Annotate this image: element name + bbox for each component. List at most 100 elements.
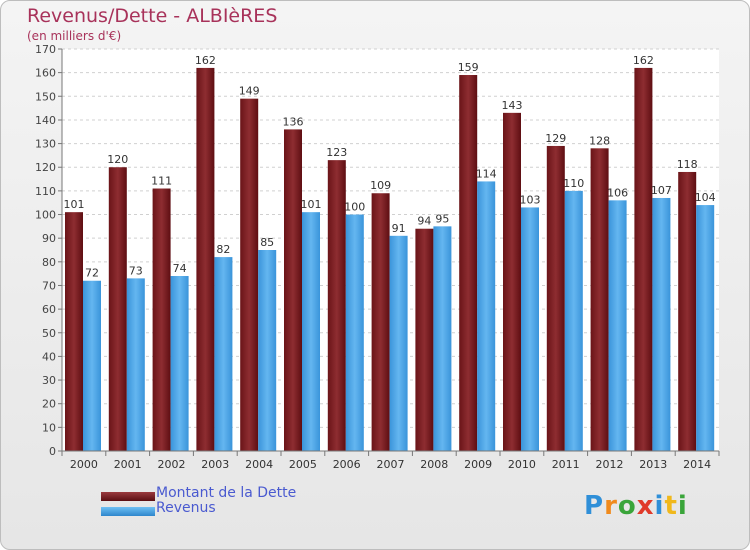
data-label-revenus: 101 <box>301 198 322 211</box>
y-tick-label: 110 <box>35 185 56 198</box>
x-tick-label: 2006 <box>333 458 361 471</box>
data-label-revenus: 91 <box>392 222 406 235</box>
x-tick-label: 2003 <box>201 458 229 471</box>
legend-label-revenus: Revenus <box>156 500 216 516</box>
data-label-revenus: 107 <box>651 184 672 197</box>
bar-revenus <box>696 205 715 451</box>
x-tick-label: 2014 <box>683 458 711 471</box>
logo-letter: i <box>677 491 688 521</box>
bar-dette <box>284 129 302 451</box>
y-tick-label: 170 <box>35 43 56 56</box>
data-label-revenus: 104 <box>695 191 716 204</box>
bar-dette <box>459 75 478 451</box>
bar-dette <box>503 112 521 452</box>
y-tick-label: 40 <box>42 350 56 363</box>
data-label-dette: 143 <box>502 99 523 112</box>
legend-label-dette: Montant de la Dette <box>156 485 297 501</box>
y-tick-label: 70 <box>42 279 56 292</box>
data-label-dette: 162 <box>633 54 654 67</box>
bar-dette <box>152 188 171 452</box>
logo-letter: r <box>604 491 618 521</box>
bar-revenus <box>521 207 539 451</box>
data-label-dette: 159 <box>458 61 479 74</box>
x-tick-label: 2013 <box>639 458 667 471</box>
x-tick-label: 2011 <box>552 458 580 471</box>
data-label-revenus: 103 <box>520 193 541 206</box>
data-label-revenus: 100 <box>344 201 365 214</box>
data-label-dette: 120 <box>107 153 128 166</box>
y-tick-label: 140 <box>35 114 56 127</box>
bar-dette <box>634 67 653 451</box>
bar-dette <box>590 148 609 452</box>
bar-revenus <box>652 197 671 451</box>
data-label-revenus: 106 <box>607 186 628 199</box>
y-tick-label: 130 <box>35 138 56 151</box>
y-tick-label: 50 <box>42 327 56 340</box>
x-axis: 2000 2001 2002 2003 2004 2005 2006 2007 2008 2009… <box>61 450 720 471</box>
chart-title: Revenus/Dette - ALBIèRES <box>27 5 278 27</box>
y-axis: 0 10 20 30 40 50 60 70 80 90 100 110 120 130 140 150 160… <box>35 43 63 458</box>
data-label-dette: 111 <box>151 175 172 188</box>
data-label-dette: 94 <box>417 215 431 228</box>
bar-dette <box>371 193 390 451</box>
data-label-revenus: 72 <box>85 267 99 280</box>
data-label-revenus: 95 <box>435 212 449 225</box>
logo-letter: i <box>654 491 665 521</box>
data-label-dette: 118 <box>677 158 698 171</box>
chart-subtitle: (en milliers d'€) <box>27 29 122 43</box>
y-tick-label: 30 <box>42 374 56 387</box>
y-tick-label: 100 <box>35 209 56 222</box>
bar-revenus <box>302 212 320 451</box>
data-label-dette: 128 <box>589 134 610 147</box>
data-label-dette: 162 <box>195 54 216 67</box>
logo-letter: x <box>636 491 655 521</box>
legend-swatch-dette <box>101 492 155 501</box>
data-label-revenus: 85 <box>260 236 274 249</box>
bar-dette <box>65 212 83 451</box>
y-tick-label: 80 <box>42 256 56 269</box>
bar-dette <box>196 67 215 451</box>
x-tick-label: 2007 <box>377 458 405 471</box>
logo-letter: P <box>584 491 605 521</box>
data-label-revenus: 82 <box>216 243 230 256</box>
bar-revenus <box>389 235 408 451</box>
data-label-dette: 149 <box>239 85 260 98</box>
y-tick-label: 120 <box>35 161 56 174</box>
data-label-dette: 101 <box>64 198 85 211</box>
bar-dette <box>240 98 259 452</box>
bar-dette <box>327 160 346 451</box>
legend-swatch-revenus <box>101 507 155 516</box>
bar-revenus <box>126 278 145 451</box>
bar-dette <box>415 228 434 451</box>
x-tick-label: 2001 <box>114 458 142 471</box>
bar-revenus <box>170 276 189 451</box>
data-label-revenus: 114 <box>476 167 497 180</box>
x-tick-label: 2008 <box>420 458 448 471</box>
x-tick-label: 2004 <box>245 458 273 471</box>
bar-revenus <box>477 181 496 451</box>
logo-letter: o <box>617 491 637 521</box>
data-label-dette: 136 <box>283 115 304 128</box>
bars: 101 72 120 73 111 74 162 82 149 85 136 101 123 100 109… <box>64 54 716 452</box>
x-tick-label: 2000 <box>70 458 98 471</box>
data-label-revenus: 110 <box>563 177 584 190</box>
data-label-revenus: 73 <box>129 264 143 277</box>
x-tick-label: 2010 <box>508 458 536 471</box>
bar-revenus <box>608 200 627 451</box>
bar-revenus <box>214 257 233 451</box>
data-label-dette: 109 <box>370 179 391 192</box>
y-tick-label: 0 <box>49 445 56 458</box>
y-tick-label: 10 <box>42 421 56 434</box>
bar-revenus <box>258 250 277 451</box>
data-label-revenus: 74 <box>173 262 187 275</box>
proxiti-logo: Proxiti <box>584 491 688 521</box>
x-tick-label: 2002 <box>158 458 186 471</box>
bar-dette <box>546 145 565 451</box>
bar-revenus <box>564 190 583 451</box>
x-tick-label: 2012 <box>596 458 624 471</box>
bar-dette <box>108 167 127 451</box>
bar-revenus <box>433 226 452 451</box>
y-tick-label: 90 <box>42 232 56 245</box>
